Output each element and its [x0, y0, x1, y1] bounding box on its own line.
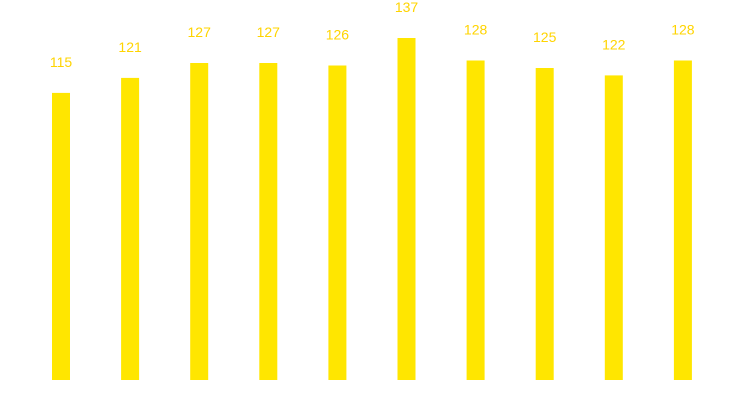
- bars-group: [52, 38, 692, 381]
- bar-value-label-10: 128: [671, 22, 695, 38]
- bar-9: [604, 75, 623, 381]
- bar-value-label-2: 121: [118, 39, 142, 55]
- bar-4: [259, 63, 278, 380]
- bar-10: [673, 60, 692, 380]
- bar-3: [190, 63, 209, 380]
- bar-value-label-1: 115: [50, 54, 73, 70]
- data-labels-group: 115 121 127 127 126 137 128 125 122 128: [50, 0, 695, 70]
- bar-8: [535, 68, 554, 380]
- bar-7: [466, 60, 485, 380]
- bar-value-label-6: 137: [395, 0, 419, 15]
- bar-1: [52, 92, 70, 381]
- bar-value-label-7: 128: [464, 22, 488, 38]
- bar-value-label-8: 125: [533, 29, 557, 45]
- bar-2: [121, 77, 140, 381]
- bar-6: [397, 38, 416, 380]
- bar-value-label-9: 122: [602, 36, 626, 52]
- bar-value-label-3: 127: [188, 24, 212, 40]
- bar-5: [328, 65, 347, 380]
- bar-value-label-4: 127: [257, 24, 281, 40]
- bar-value-label-5: 126: [326, 27, 350, 43]
